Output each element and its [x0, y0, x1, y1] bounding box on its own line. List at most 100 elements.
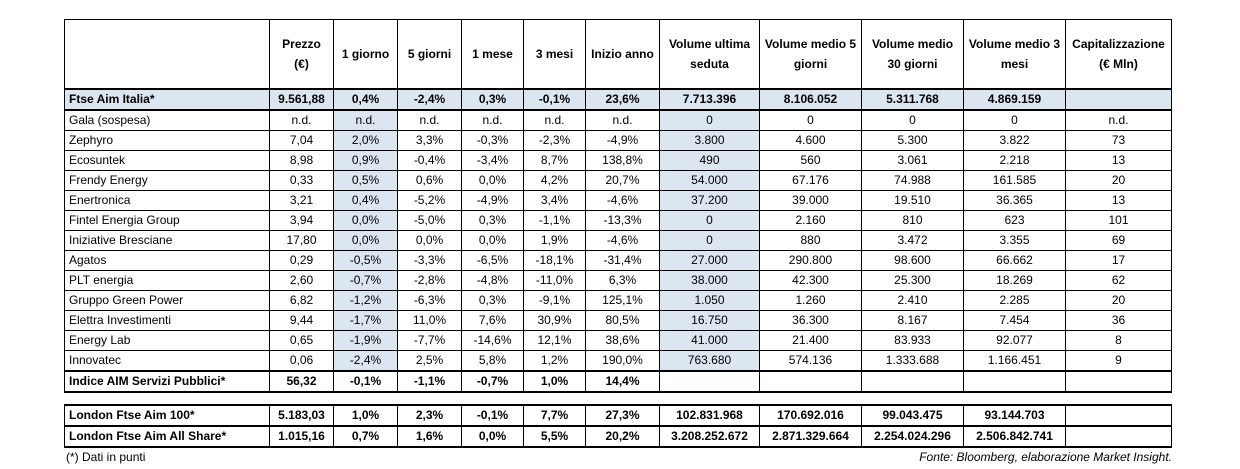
table-cell: 0 [861, 109, 964, 131]
table-cell: 54.000 [659, 170, 760, 191]
table-cell: -4,9% [585, 130, 660, 151]
table-cell: 1.050 [659, 290, 760, 311]
table-cell [1065, 404, 1172, 427]
table-cell: 3.208.252.672 [659, 425, 760, 448]
table-cell: 8,98 [269, 150, 334, 171]
column-header: Volume medio 5 giorni [759, 19, 862, 90]
table-cell: 7,7% [523, 404, 586, 427]
table-cell: 0,33 [269, 170, 334, 191]
table-cell: -0,4% [397, 150, 462, 171]
table-cell: 3.800 [659, 130, 760, 151]
table-cell: 20 [1065, 290, 1172, 311]
table-cell: 101 [1065, 210, 1172, 231]
table-cell [1065, 425, 1172, 448]
table-row: PLT energia 2,60 -0,7% -2,8% -4,8% -11,0% 6,3%… [64, 270, 1172, 291]
table-cell: -5,2% [397, 190, 462, 211]
table-cell: 36 [1065, 310, 1172, 331]
row-label: Gala (sospesa) [64, 109, 270, 131]
table-cell: 23,6% [585, 88, 660, 111]
table-cell: 16.750 [659, 310, 760, 331]
table-row: Gruppo Green Power 6,82 -1,2% -6,3% 0,3% -9,1… [64, 290, 1172, 311]
table-cell: 1,0% [523, 370, 586, 393]
table-cell: 8.167 [861, 310, 964, 331]
table-cell: n.d. [585, 109, 660, 131]
aim-stocks-table: Prezzo (€) 1 giorno 5 giorni 1 mese 3 mesi In… [64, 19, 1172, 393]
table-cell: 1.333.688 [861, 350, 964, 372]
table-cell: -0,5% [333, 250, 398, 271]
table-cell: 102.831.968 [659, 404, 760, 427]
table-cell: 490 [659, 150, 760, 171]
column-header: 1 mese [461, 19, 524, 90]
sector-index-row: Indice AIM Servizi Pubblici* 56,32 -0,1% -1… [64, 370, 1172, 393]
table-cell: 0,65 [269, 330, 334, 351]
table-cell: -1,7% [333, 310, 398, 331]
table-cell: 0,4% [333, 190, 398, 211]
table-cell: -3,3% [397, 250, 462, 271]
source-note: Fonte: Bloomberg, elaborazione Market In… [919, 450, 1172, 464]
table-cell: -4,6% [585, 230, 660, 251]
table-cell: 1,2% [523, 350, 586, 372]
london-indices-table: London Ftse Aim 100* 5.183,03 1,0% 2,3% -0,1… [64, 404, 1172, 448]
table-cell: 41.000 [659, 330, 760, 351]
table-cell: 5,8% [461, 350, 524, 372]
table-cell: 3,4% [523, 190, 586, 211]
table-cell: -4,8% [461, 270, 524, 291]
table-cell: 7,6% [461, 310, 524, 331]
table-cell: -31,4% [585, 250, 660, 271]
table-cell: 2.285 [963, 290, 1066, 311]
table-cell: n.d. [1065, 109, 1172, 131]
table-cell: 0 [659, 230, 760, 251]
table-cell: 83.933 [861, 330, 964, 351]
table-cell: n.d. [397, 109, 462, 131]
table-cell: 18.269 [963, 270, 1066, 291]
table-cell: 3.472 [861, 230, 964, 251]
table-cell: 0,0% [461, 425, 524, 448]
table-cell: 763.680 [659, 350, 760, 372]
table-cell: 5.300 [861, 130, 964, 151]
table-cell: -0,3% [461, 130, 524, 151]
london-index-row: London Ftse Aim All Share* 1.015,16 0,7% 1,… [64, 425, 1172, 448]
table-cell: 3,94 [269, 210, 334, 231]
table-cell: -11,0% [523, 270, 586, 291]
column-header: 3 mesi [523, 19, 586, 90]
table-cell: 623 [963, 210, 1066, 231]
table-cell: 0,7% [333, 425, 398, 448]
table-cell: 3,21 [269, 190, 334, 211]
table-row: Ecosuntek 8,98 0,9% -0,4% -3,4% 8,7% 138,8% 490… [64, 150, 1172, 171]
column-header [64, 19, 270, 90]
table-cell: n.d. [333, 109, 398, 131]
table-cell: -2,3% [523, 130, 586, 151]
table-cell: 42.300 [759, 270, 862, 291]
table-cell: 8,7% [523, 150, 586, 171]
table-cell: 880 [759, 230, 862, 251]
table-row: Iniziative Bresciane 17,80 0,0% 0,0% 0,0% 1,9… [64, 230, 1172, 251]
table-cell: 9 [1065, 350, 1172, 372]
table-cell: -6,5% [461, 250, 524, 271]
column-header: Volume medio 30 giorni [861, 19, 964, 90]
table-cell: 37.200 [659, 190, 760, 211]
table-cell: n.d. [269, 109, 334, 131]
table-cell: 80,5% [585, 310, 660, 331]
table-cell: 8.106.052 [759, 88, 862, 111]
table-cell: 2,5% [397, 350, 462, 372]
table-cell: 27.000 [659, 250, 760, 271]
column-header: Inizio anno [585, 19, 660, 90]
table-cell: 2.871.329.664 [759, 425, 862, 448]
row-label: Gruppo Green Power [64, 290, 270, 311]
table-cell: -2,4% [397, 88, 462, 111]
table-cell: 4,2% [523, 170, 586, 191]
table-cell: 560 [759, 150, 862, 171]
table-cell: -4,6% [585, 190, 660, 211]
table-cell: 17,80 [269, 230, 334, 251]
table-cell: 0 [659, 109, 760, 131]
table-cell: 0,06 [269, 350, 334, 372]
table-cell: 138,8% [585, 150, 660, 171]
column-header: 5 giorni [397, 19, 462, 90]
table-cell: 66.662 [963, 250, 1066, 271]
row-label: Ecosuntek [64, 150, 270, 171]
table-row: Enertronica 3,21 0,4% -5,2% -4,9% 3,4% -4,6% 37… [64, 190, 1172, 211]
table-cell: 3.355 [963, 230, 1066, 251]
table-cell: 67.176 [759, 170, 862, 191]
table-cell: 2,0% [333, 130, 398, 151]
table-cell: 93.144.703 [963, 404, 1066, 427]
